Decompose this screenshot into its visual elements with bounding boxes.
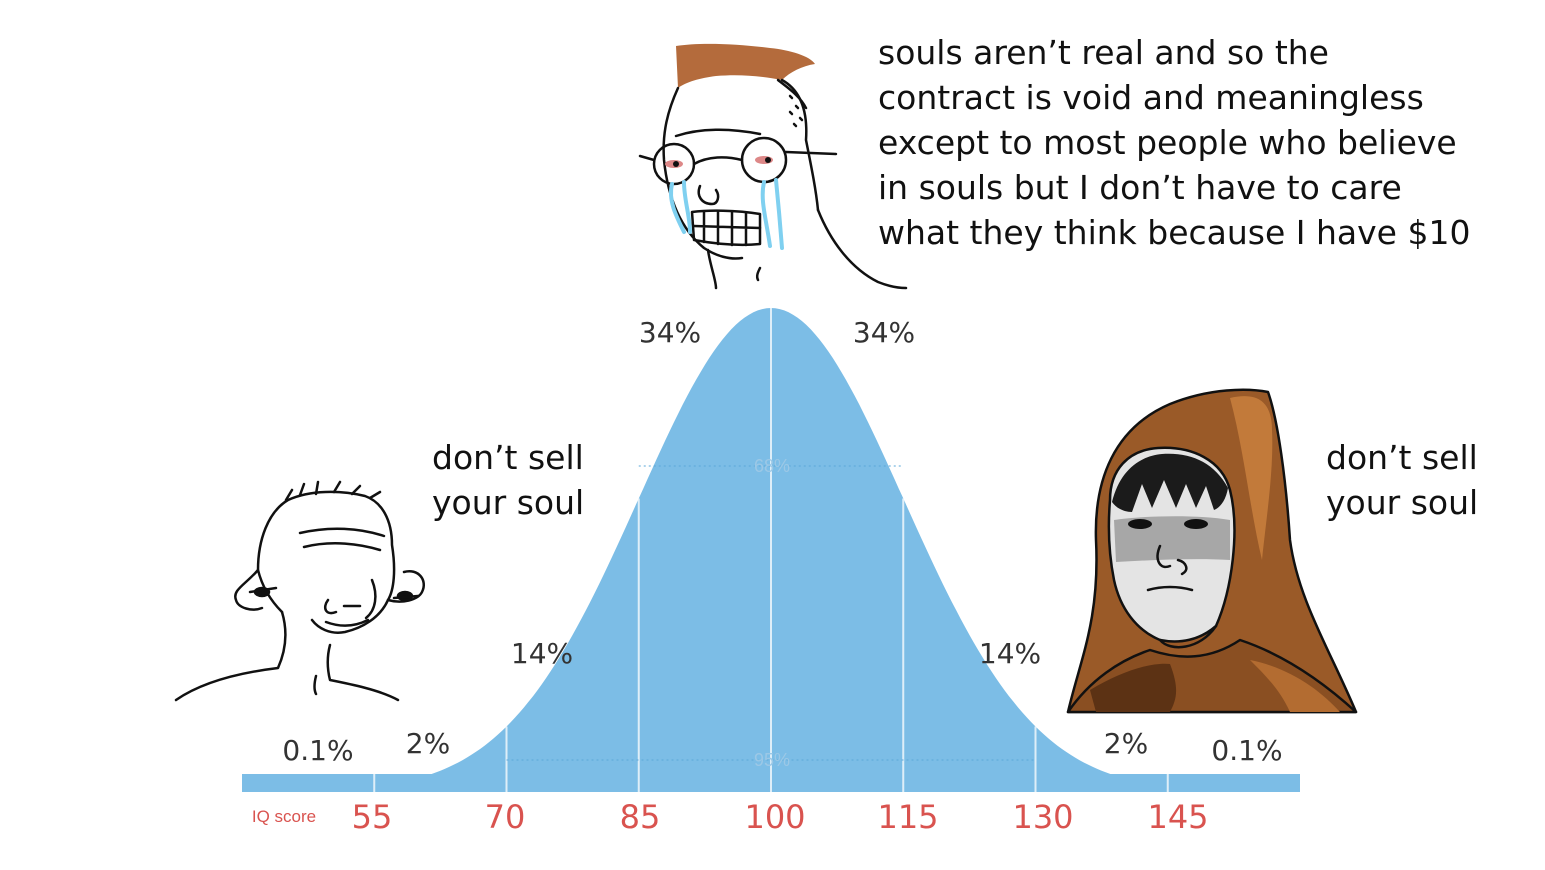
caption-middle: souls aren’t real and so the contract is…	[878, 33, 1471, 252]
tick-85: 85	[620, 798, 661, 836]
tick-55: 55	[352, 798, 393, 836]
band-label-4: 34%	[853, 316, 915, 349]
band-label-1: 2%	[406, 727, 450, 760]
tick-130: 130	[1012, 798, 1073, 836]
simple-wojak-illustration	[174, 480, 425, 702]
hooded-monk-illustration	[1066, 388, 1358, 714]
band-label-2: 14%	[511, 637, 573, 670]
crying-glasses-wojak-illustration	[638, 43, 908, 290]
tick-70: 70	[485, 798, 526, 836]
band-label-3: 34%	[639, 316, 701, 349]
band-label-5: 14%	[979, 637, 1041, 670]
axis-label: IQ score	[252, 807, 316, 826]
band-label-7: 0.1%	[1211, 734, 1282, 767]
band-label-6: 2%	[1104, 727, 1148, 760]
band-label-0: 0.1%	[282, 734, 353, 767]
tick-100: 100	[744, 798, 805, 836]
band-divider-lines	[373, 308, 1169, 792]
span-label-95: 95%	[754, 750, 790, 770]
span-label-68: 68%	[754, 456, 790, 476]
span-lines	[506, 465, 1036, 761]
caption-left: don’t sell your soul	[432, 438, 585, 522]
caption-right: don’t sell your soul	[1326, 438, 1479, 522]
tick-145: 145	[1147, 798, 1208, 836]
tick-115: 115	[877, 798, 938, 836]
